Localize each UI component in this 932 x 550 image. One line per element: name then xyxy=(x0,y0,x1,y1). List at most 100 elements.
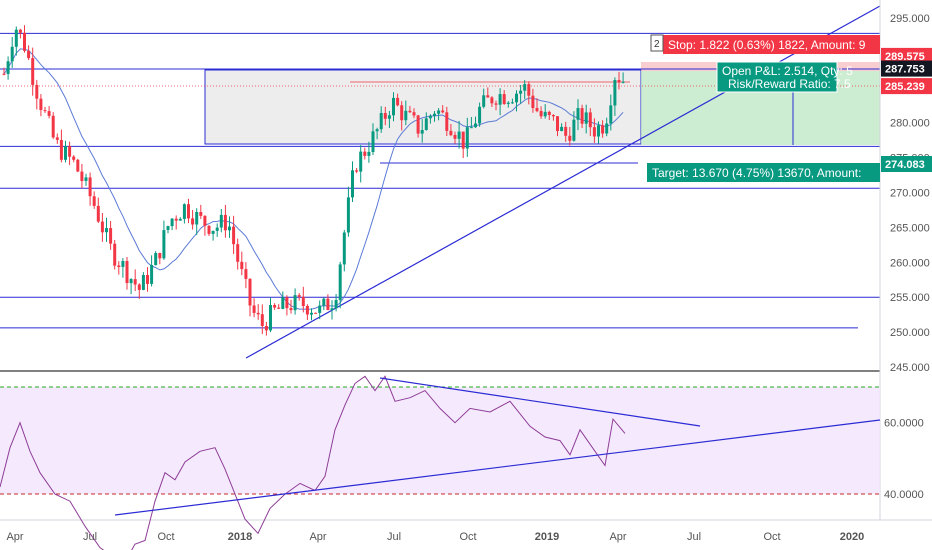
candle-body xyxy=(584,112,588,124)
price-tag-label: 285.239 xyxy=(885,81,925,93)
candle-body xyxy=(564,126,568,136)
candle-body xyxy=(301,296,305,306)
candle-body xyxy=(387,115,391,119)
candle-body xyxy=(556,116,559,131)
candle-body xyxy=(363,151,367,156)
price-tag-bg xyxy=(881,156,932,172)
candle-body xyxy=(166,226,170,230)
stop-label: Stop: 1.822 (0.63%) 1822, Amount: 9 xyxy=(668,38,866,52)
candle-body xyxy=(498,94,502,105)
candle-body xyxy=(326,298,330,310)
candle-body xyxy=(465,127,469,149)
moving-average xyxy=(3,48,624,310)
candle-body xyxy=(84,177,88,181)
time-tick-label: 2019 xyxy=(535,531,559,543)
price-tick-label: 295.000 xyxy=(890,13,930,25)
candle-body xyxy=(297,295,301,297)
candles xyxy=(2,25,625,336)
candle-body xyxy=(215,227,219,231)
candle-body xyxy=(523,84,527,91)
candle-body xyxy=(547,111,551,115)
candle-body xyxy=(502,94,506,104)
candle-body xyxy=(178,218,182,221)
candle-body xyxy=(490,97,494,104)
rsi-line xyxy=(0,375,626,550)
candle-body xyxy=(211,230,215,234)
candle-body xyxy=(285,297,289,309)
candle-body xyxy=(277,307,281,309)
target-label-bg xyxy=(647,163,880,182)
price-axis[interactable]: 295.000290.000285.000280.000275.000270.0… xyxy=(890,13,930,374)
rsi-band xyxy=(0,387,880,494)
candle-body xyxy=(392,97,395,116)
candle-body xyxy=(560,126,564,131)
price-tag-bg xyxy=(881,47,932,64)
target-label: Target: 13.670 (4.75%) 13670, Amount: xyxy=(652,166,861,180)
candle-body xyxy=(494,103,498,105)
candle-body xyxy=(264,326,268,331)
rsi-down-trendline xyxy=(379,377,701,427)
candle-body xyxy=(310,312,313,315)
candle-body xyxy=(117,265,121,267)
candle-body xyxy=(338,264,342,301)
candle-body xyxy=(510,102,514,104)
candle-body xyxy=(437,110,441,114)
candle-body xyxy=(506,102,510,104)
position-handle[interactable] xyxy=(650,34,664,52)
candle-body xyxy=(269,305,272,331)
candle-body xyxy=(617,80,621,83)
candle-body xyxy=(318,305,322,313)
candle-body xyxy=(416,115,420,134)
candle-body xyxy=(486,95,490,98)
candle-body xyxy=(314,312,318,314)
candle-body xyxy=(572,119,576,141)
candle-body xyxy=(568,135,572,141)
price-tick-label: 245.000 xyxy=(890,362,930,374)
time-tick-label: 2018 xyxy=(228,531,252,543)
candle-body xyxy=(588,112,592,128)
candle-body xyxy=(244,269,248,279)
candle-body xyxy=(109,228,113,244)
candle-body xyxy=(113,243,117,266)
candle-body xyxy=(195,212,199,225)
candle-body xyxy=(322,298,326,306)
candle-body xyxy=(355,170,359,172)
candle-body xyxy=(162,230,166,259)
time-tick-label: Apr xyxy=(6,531,23,543)
candle-body xyxy=(367,151,371,156)
time-tick-label: Apr xyxy=(609,531,626,543)
candle-body xyxy=(129,279,133,284)
candle-body xyxy=(39,98,43,110)
candle-body xyxy=(100,221,104,233)
rsi-tick-label: 60.0000 xyxy=(884,418,924,430)
price-tag-bg xyxy=(881,60,932,77)
candle-body xyxy=(207,225,211,234)
rsi-up-trendline xyxy=(114,419,881,516)
candle-body xyxy=(371,131,375,152)
candle-body xyxy=(453,135,457,139)
candle-body xyxy=(396,97,400,106)
candle-body xyxy=(252,305,256,313)
candle-body xyxy=(92,196,96,206)
candle-body xyxy=(482,95,486,107)
candle-body xyxy=(260,314,264,326)
price-tick-label: 280.000 xyxy=(890,118,930,130)
candle-body xyxy=(445,112,449,131)
candle-body xyxy=(580,108,584,124)
time-tick-label: Jul xyxy=(387,531,401,543)
price-tick-label: 250.000 xyxy=(890,327,930,339)
candle-body xyxy=(199,212,203,216)
pnl-label: Open P&L: 2.514, Qty: 5 xyxy=(722,64,853,78)
time-tick-label: Jul xyxy=(687,531,701,543)
candle-body xyxy=(539,111,543,117)
candle-body xyxy=(10,46,14,62)
candle-body xyxy=(2,73,6,75)
time-axis[interactable]: Apr Jul Oct 2018 Apr Jul Oct 2019 Apr Jul Oct 2020 xyxy=(6,531,864,543)
candle-body xyxy=(64,146,67,160)
candle-body xyxy=(424,118,428,130)
candle-body xyxy=(527,84,531,96)
time-tick-label: Oct xyxy=(157,531,174,543)
candle-body xyxy=(137,284,141,290)
